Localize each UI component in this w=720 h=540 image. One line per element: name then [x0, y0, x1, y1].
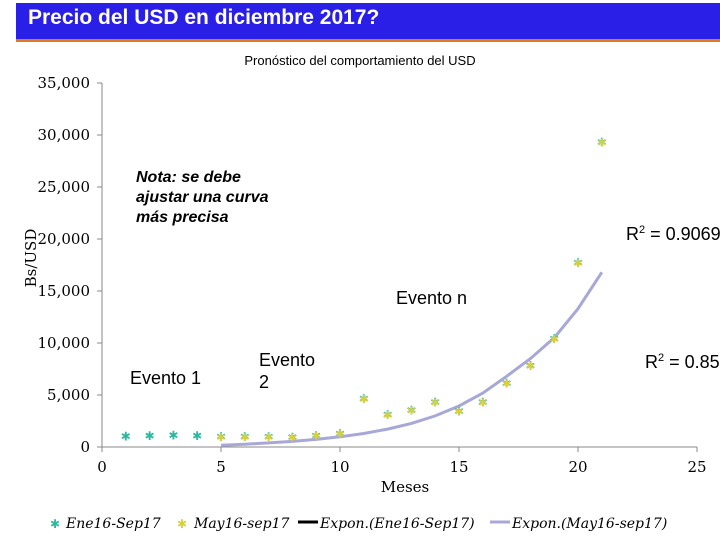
r2-annotation-top: R2 = 0.9069 — [626, 224, 720, 244]
y-tick-label: 15,000 — [38, 282, 91, 300]
x-tick-label: 20 — [568, 458, 587, 476]
data-point-series-2: ✱ — [264, 432, 273, 444]
data-point-series-2: ✱ — [288, 433, 297, 445]
y-tick-label: 0 — [80, 438, 90, 456]
data-point-series-2: ✱ — [407, 406, 416, 418]
legend-item-series-2: ✱ May16-sep17 — [177, 516, 289, 532]
y-tick-label: 20,000 — [38, 230, 91, 248]
trendlines — [220, 271, 604, 447]
data-point-series-1: ✱ — [454, 405, 464, 419]
data-point-series-2: ✱ — [573, 258, 582, 270]
legend-label-series-2: May16-sep17 — [193, 516, 289, 532]
data-point-series-2: ✱ — [240, 432, 249, 444]
data-point-series-2: ✱ — [383, 410, 392, 422]
data-point-series-1: ✱ — [168, 429, 178, 443]
data-point-series-1: ✱ — [430, 395, 440, 409]
y-tick-label: 5,000 — [47, 386, 90, 404]
r2-annotation-bottom: R2 = 0.85 — [645, 352, 720, 372]
data-point-series-1: ✱ — [502, 377, 512, 391]
y-tick-label: 30,000 — [38, 126, 91, 144]
y-tick-label: 35,000 — [38, 74, 91, 92]
y-tick-label: 25,000 — [38, 178, 91, 196]
data-point-series-2: ✱ — [431, 397, 440, 409]
x-tick-label: 5 — [216, 458, 226, 476]
note-annotation: Nota: se debe ajustar una curva más prec… — [136, 169, 273, 226]
data-point-series-1: ✱ — [240, 430, 250, 444]
legend-item-series-1: ✱ Ene16-Sep17 — [50, 516, 161, 532]
data-point-series-1: ✱ — [406, 404, 416, 418]
data-point-series-1: ✱ — [192, 429, 202, 443]
note-line-1: Nota: se debe — [136, 169, 241, 186]
data-point-series-1: ✱ — [145, 429, 155, 443]
data-point-series-2: ✱ — [502, 379, 511, 391]
legend-item-trend-1: Expon.(Ene16-Sep17) — [298, 516, 475, 532]
x-tick-label: 10 — [330, 458, 349, 476]
data-point-series-2: ✱ — [526, 361, 535, 373]
data-point-series-2: ✱ — [216, 432, 225, 444]
data-point-series-2: ✱ — [312, 431, 321, 443]
data-point-series-1: ✱ — [478, 395, 488, 409]
data-point-series-1: ✱ — [335, 427, 345, 441]
event-n-annotation: Evento n — [396, 288, 467, 308]
data-point-series-1: ✱ — [359, 392, 369, 406]
x-axis-label: Meses — [381, 478, 430, 496]
trendline-may16-sep17 — [220, 271, 604, 447]
data-point-series-1: ✱ — [549, 332, 559, 346]
x-tick-label: 15 — [449, 458, 468, 476]
title-bar: Precio del USD en diciembre 2017? — [16, 3, 720, 42]
event-2-annotation: Evento 2 — [259, 350, 320, 392]
data-point-series-1: ✱ — [216, 430, 226, 444]
note-line-3: más precisa — [136, 209, 229, 226]
legend-item-trend-2: Expon.(May16-sep17) — [490, 516, 667, 532]
note-line-2: ajustar una curva — [136, 189, 269, 206]
legend-label-trend-1: Expon.(Ene16-Sep17) — [319, 516, 475, 532]
tick-labels: 0 5,000 10,000 15,000 20,000 25,000 30,000 35,0… — [38, 74, 707, 476]
chart-axes — [97, 82, 698, 452]
chart-title: Pronóstico del comportamiento del USD — [244, 53, 476, 68]
data-point-series-1: ✱ — [597, 135, 607, 149]
event-1-annotation: Evento 1 — [130, 368, 201, 388]
data-point-series-2: ✱ — [359, 394, 368, 406]
data-point-series-1: ✱ — [264, 430, 274, 444]
page-title: Precio del USD en diciembre 2017? — [28, 6, 380, 29]
x-tick-label: 25 — [687, 458, 706, 476]
data-point-series-2: ✱ — [550, 334, 559, 346]
data-point-series-1: ✱ — [525, 359, 535, 373]
legend-label-series-1: Ene16-Sep17 — [65, 516, 161, 532]
data-point-series-1: ✱ — [311, 429, 321, 443]
data-point-series-2: ✱ — [597, 137, 606, 149]
data-point-series-2: ✱ — [478, 397, 487, 409]
data-point-series-1: ✱ — [121, 430, 131, 444]
data-points: ✱ ✱ ✱ ✱ ✱ ✱ ✱ ✱ ✱ ✱✱✱ ✱✱✱✱✱✱✱✱✱✱ ✱ ✱ ✱ ✱ ✱✱✱ ✱✱✱✱✱✱✱✱✱ — [121, 135, 607, 444]
legend-marker-series-2: ✱ — [177, 517, 187, 531]
y-tick-label: 10,000 — [38, 334, 91, 352]
data-point-series-1: ✱ — [383, 408, 393, 422]
data-point-series-1: ✱ — [287, 431, 297, 445]
data-point-series-1: ✱ — [573, 256, 583, 270]
data-point-series-2: ✱ — [454, 407, 463, 419]
x-tick-label: 0 — [97, 458, 107, 476]
legend-label-trend-2: Expon.(May16-sep17) — [511, 516, 667, 532]
y-axis-label: Bs/USD — [22, 229, 40, 288]
legend-marker-series-1: ✱ — [50, 517, 60, 531]
data-point-series-2: ✱ — [335, 429, 344, 441]
legend: ✱ Ene16-Sep17 ✱ May16-sep17 Expon.(Ene16… — [50, 516, 667, 532]
